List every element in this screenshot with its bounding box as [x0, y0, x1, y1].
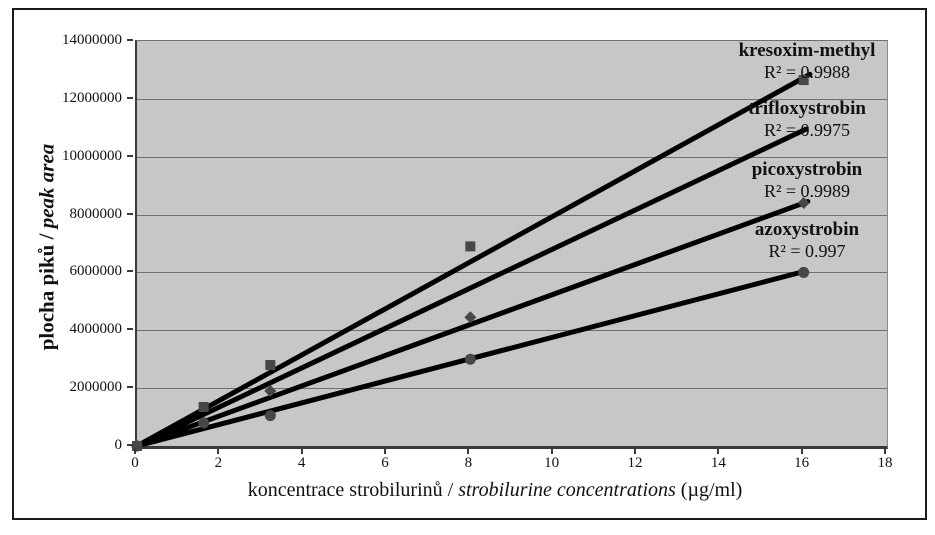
- figure-border: [12, 8, 927, 520]
- y-tick-label: 6000000: [69, 263, 123, 280]
- data-marker-circle-azoxystrobin: [198, 417, 210, 429]
- y-tick-label: 0: [114, 437, 123, 453]
- data-marker-square-kresoxim-methyl: [265, 360, 276, 370]
- x-tick-label: 4: [297, 455, 306, 471]
- trendline-picoxystrobin: [134, 199, 811, 449]
- trendline-kresoxim-methyl: [134, 71, 813, 449]
- x-tick-mark: [634, 448, 636, 454]
- data-marker-circle-azoxystrobin: [264, 410, 276, 422]
- x-axis-title-normal2: (µg/ml): [675, 479, 743, 501]
- y-tick-mark: [127, 386, 133, 389]
- x-tick-mark: [884, 448, 886, 454]
- series-r2-label: R² = 0.9988: [763, 62, 851, 82]
- y-tick-mark: [127, 270, 133, 273]
- y-tick-label: 4000000: [69, 321, 123, 338]
- gridline: [137, 156, 887, 158]
- data-marker-square-kresoxim-methyl: [198, 401, 209, 412]
- x-tick-label: 16: [794, 455, 810, 471]
- y-tick-mark: [127, 328, 133, 331]
- gridline: [137, 98, 887, 100]
- y-tick-mark: [127, 96, 133, 99]
- y-tick-mark: [127, 154, 133, 157]
- x-axis-title-normal1: koncentrace strobilurinů /: [247, 479, 459, 501]
- data-marker-square-kresoxim-methyl: [465, 241, 476, 252]
- x-tick-mark: [134, 448, 136, 454]
- x-tick-label: 0: [131, 455, 139, 471]
- x-tick-label: 18: [877, 455, 893, 471]
- series-r2-label: R² = 0.997: [768, 241, 846, 261]
- data-marker-circle-azoxystrobin: [798, 266, 810, 278]
- y-tick-mark: [127, 212, 133, 215]
- gridline: [137, 388, 887, 390]
- data-marker-diamond-picoxystrobin: [797, 196, 810, 210]
- x-tick-label: 10: [544, 455, 560, 471]
- series-name: azoxystrobin: [754, 219, 860, 240]
- trendline-trifloxystrobin: [134, 126, 809, 449]
- gridline: [137, 272, 887, 274]
- y-tick-label: 10000000: [62, 147, 122, 164]
- x-tick-label: 12: [627, 455, 643, 471]
- y-tick-label: 2000000: [69, 379, 123, 396]
- series-name: kresoxim-methyl: [738, 40, 876, 61]
- y-tick-mark: [127, 444, 133, 446]
- x-tick-label: 14: [710, 455, 726, 471]
- x-tick-label: 2: [214, 455, 223, 471]
- series-r2-label: R² = 0.9975: [763, 120, 851, 140]
- y-tick-mark: [127, 39, 133, 41]
- chart-canvas: [130, 71, 813, 453]
- y-tick-label: 12000000: [62, 89, 122, 106]
- y-tick-label: 14000000: [62, 32, 122, 48]
- series-label-azoxystrobin: azoxystrobin R² = 0.997: [726, 220, 888, 262]
- plot-area: [130, 40, 888, 453]
- x-axis-title: koncentrace strobilurinů / strobilurine …: [100, 479, 890, 502]
- x-tick-mark: [550, 448, 553, 454]
- series-label-trifloxystrobin: trifloxystrobin R² = 0.9975: [726, 99, 888, 141]
- y-tick-label: 8000000: [69, 205, 123, 222]
- x-tick-mark: [800, 448, 803, 454]
- data-marker-square-kresoxim-methyl: [798, 75, 809, 86]
- gridline: [137, 330, 887, 332]
- x-tick-mark: [717, 448, 720, 454]
- x-tick-mark: [467, 448, 470, 454]
- x-tick-mark: [217, 448, 220, 454]
- series-label-picoxystrobin: picoxystrobin R² = 0.9989: [726, 160, 888, 202]
- series-label-kresoxim-methyl: kresoxim-methyl R² = 0.9988: [726, 41, 888, 83]
- x-axis-title-italic: strobilurine concentrations: [458, 479, 676, 501]
- series-name: trifloxystrobin: [748, 98, 866, 119]
- x-tick-mark: [384, 448, 386, 454]
- x-tick-label: 8: [464, 455, 473, 471]
- x-tick-mark: [300, 448, 303, 454]
- data-marker-circle-azoxystrobin: [464, 353, 476, 365]
- series-r2-label: R² = 0.9989: [763, 181, 851, 201]
- gridline: [137, 214, 887, 216]
- x-tick-label: 6: [381, 455, 389, 471]
- series-name: picoxystrobin: [751, 159, 863, 180]
